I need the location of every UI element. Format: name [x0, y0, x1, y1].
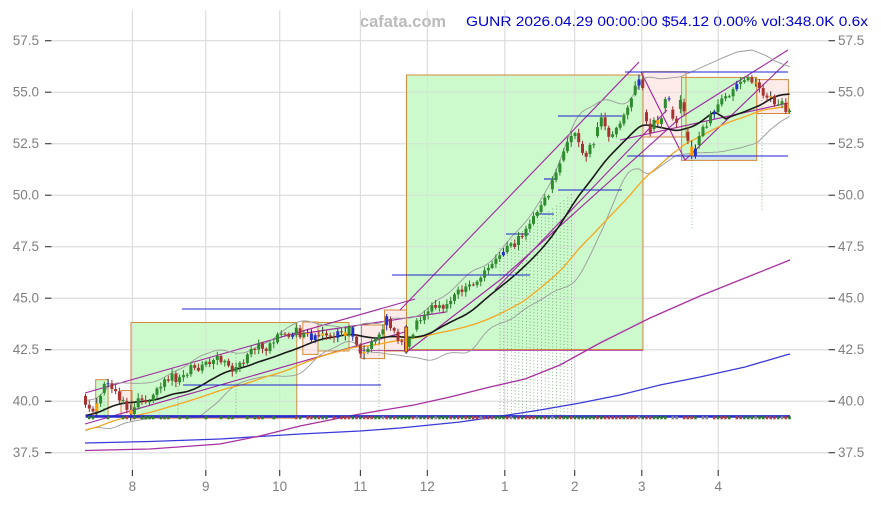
- svg-text:47.5: 47.5: [838, 239, 864, 254]
- svg-text:1: 1: [501, 479, 509, 494]
- svg-text:8: 8: [129, 479, 137, 494]
- svg-text:57.5: 57.5: [838, 33, 864, 48]
- svg-text:2: 2: [571, 479, 579, 494]
- svg-text:45.0: 45.0: [13, 291, 39, 306]
- svg-text:12: 12: [420, 479, 435, 494]
- svg-text:50.0: 50.0: [13, 188, 39, 203]
- svg-text:55.0: 55.0: [838, 85, 864, 100]
- svg-text:cafata.com: cafata.com: [360, 13, 446, 31]
- svg-text:52.5: 52.5: [13, 136, 39, 151]
- svg-text:40.0: 40.0: [838, 394, 864, 409]
- svg-text:57.5: 57.5: [13, 33, 39, 48]
- svg-text:45.0: 45.0: [838, 291, 864, 306]
- svg-text:11: 11: [353, 479, 367, 494]
- svg-text:9: 9: [202, 479, 210, 494]
- svg-text:37.5: 37.5: [13, 445, 39, 460]
- svg-text:42.5: 42.5: [838, 342, 864, 357]
- svg-text:50.0: 50.0: [838, 188, 864, 203]
- svg-text:47.5: 47.5: [13, 239, 39, 254]
- svg-text:52.5: 52.5: [838, 136, 864, 151]
- svg-text:10: 10: [272, 479, 287, 494]
- svg-text:37.5: 37.5: [838, 445, 864, 460]
- svg-text:40.0: 40.0: [13, 394, 39, 409]
- svg-text:55.0: 55.0: [13, 85, 39, 100]
- svg-text:3: 3: [638, 479, 646, 494]
- svg-text:4: 4: [714, 479, 722, 494]
- svg-text:GUNR 2026.04.29 00:00:00 $54.1: GUNR 2026.04.29 00:00:00 $54.12 0.00% vo…: [466, 14, 868, 30]
- svg-text:42.5: 42.5: [13, 342, 39, 357]
